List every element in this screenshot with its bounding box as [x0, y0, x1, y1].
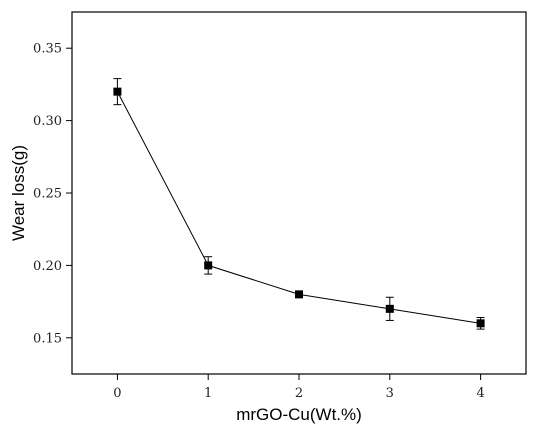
x-tick-label: 1 [204, 386, 212, 401]
plot-frame [71, 11, 527, 375]
data-point [385, 304, 394, 313]
series-line [116, 91, 481, 324]
data-point [476, 319, 485, 328]
data-point [295, 290, 303, 299]
x-tick-label: 3 [386, 386, 394, 401]
x-tick-label: 2 [295, 386, 303, 401]
y-tick-label: 0.20 [33, 259, 62, 274]
y-tick-label: 0.30 [33, 114, 62, 129]
y-tick-label: 0.15 [33, 331, 62, 346]
x-tick-label: 0 [113, 386, 121, 401]
y-tick-label: 0.35 [33, 42, 62, 57]
series-layer [113, 78, 485, 330]
y-tick-label: 0.25 [33, 187, 62, 202]
data-point [204, 261, 213, 270]
x-tick-label: 4 [476, 386, 484, 401]
ticks-layer: 0 1 2 3 4 0.15 0.20 0.25 0.30 0.35 [33, 42, 485, 401]
x-axis-label: mrGO-Cu(Wt.%) [236, 405, 362, 424]
y-axis-label: Wear loss(g) [9, 145, 28, 241]
data-point [113, 87, 122, 96]
